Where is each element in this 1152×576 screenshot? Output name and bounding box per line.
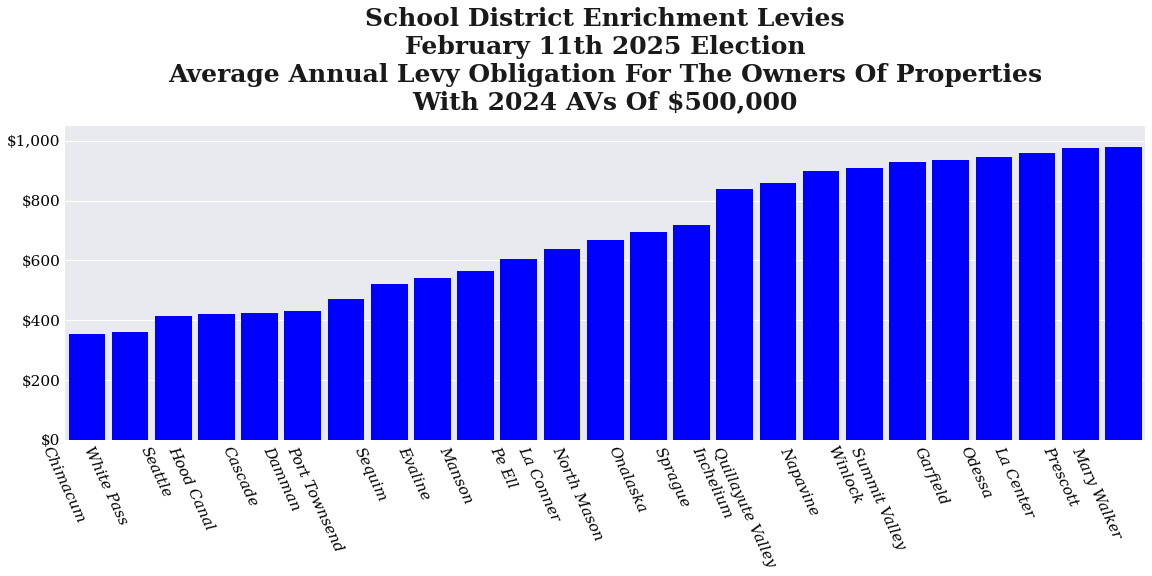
Bar [630,232,667,440]
Bar [1062,149,1099,440]
Bar [846,168,882,440]
Bar [1018,153,1055,440]
Bar [544,248,581,440]
Bar [932,160,969,440]
Bar [673,225,710,440]
Bar [500,259,537,440]
Bar [241,313,278,440]
Bar [285,311,321,440]
Bar [976,157,1013,440]
Bar [327,300,364,440]
Bar [112,332,149,440]
Bar [371,285,408,440]
Bar [198,314,235,440]
Bar [414,278,450,440]
Bar [759,183,796,440]
Bar [889,162,926,440]
Bar [154,316,191,440]
Bar [69,334,105,440]
Bar [1105,147,1142,440]
Bar [586,240,623,440]
Bar [457,271,494,440]
Bar [717,189,753,440]
Bar [803,171,840,440]
Title: School District Enrichment Levies
February 11th 2025 Election
Average Annual Lev: School District Enrichment Levies Februa… [168,7,1043,115]
